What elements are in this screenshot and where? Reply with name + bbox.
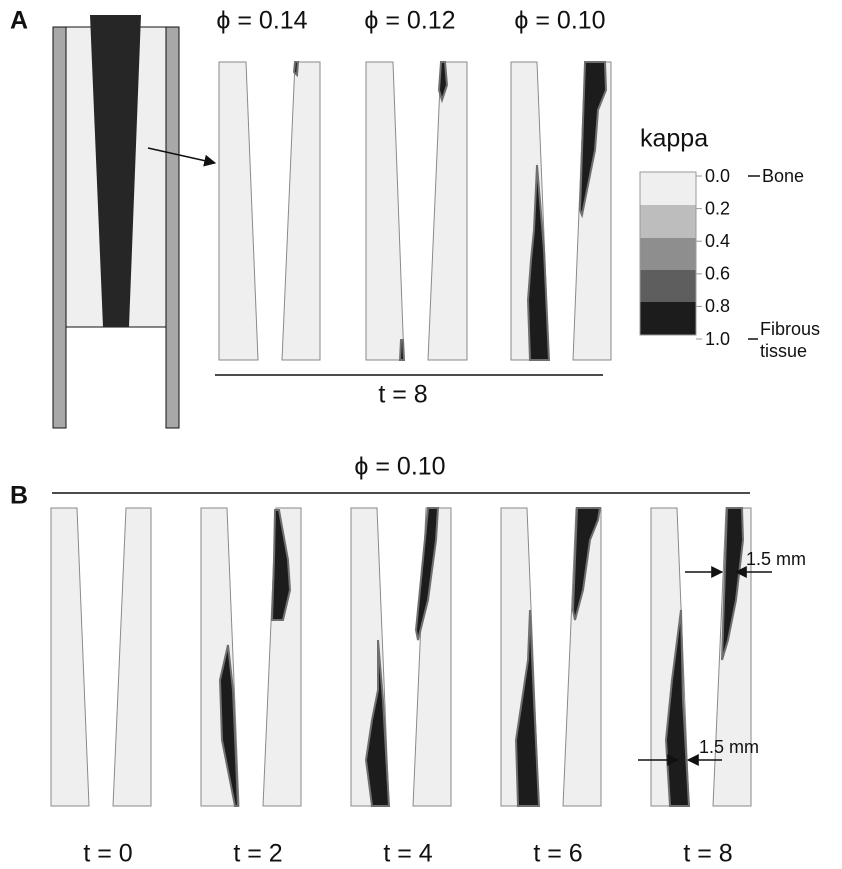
fibrous-region: [721, 507, 745, 661]
legend-ticks: 0.0 0.2 0.4 0.6 0.8 1.0: [696, 166, 730, 349]
wall: [165, 26, 180, 429]
width-label: 1.5 mm: [699, 737, 759, 757]
legend-tick-label: 0.8: [705, 296, 730, 316]
legend: kappa 0.0 0.2 0.4 0.6 0.8 1.0 Bone Fibrous ti…: [639, 125, 820, 361]
time-label: t = 4: [383, 840, 432, 868]
fibrous-region: [364, 639, 391, 807]
fibrous-region: [526, 164, 551, 361]
time-label: t = 2: [233, 840, 282, 868]
panel-label: B: [10, 482, 28, 510]
legend-bone: Bone: [762, 166, 804, 186]
strip: [218, 61, 259, 361]
fibrous-region: [414, 507, 440, 641]
fibrous-regions: [218, 507, 745, 807]
width-annotation: 1.5 mm 1.5 mm: [638, 549, 806, 766]
legend-fibrous: tissue: [760, 341, 807, 361]
legend-title: kappa: [640, 125, 708, 153]
legend-tick-label: 0.0: [705, 166, 730, 186]
strip-pair: [510, 61, 612, 361]
strip-pairs: [50, 507, 752, 807]
time-label: t = 6: [533, 840, 582, 868]
legend-tick-label: 1.0: [705, 329, 730, 349]
legend-swatch: [640, 270, 696, 302]
strip-pair: [218, 61, 321, 361]
strip: [412, 507, 452, 807]
legend-swatch: [640, 205, 696, 238]
fibrous-region: [437, 61, 449, 104]
phi-label: ϕ = 0.10: [514, 7, 605, 35]
fibrous-region: [292, 61, 300, 78]
phi-label: ϕ = 0.10: [354, 453, 445, 481]
legend-frame: [639, 171, 697, 336]
phi-label: ϕ = 0.12: [364, 7, 455, 35]
strip: [427, 61, 468, 361]
legend-tick-label: 0.6: [705, 264, 730, 284]
strip: [50, 507, 90, 807]
time-label: t = 8: [378, 381, 427, 409]
legend-tick-label: 0.2: [705, 198, 730, 218]
phi-label: ϕ = 0.14: [216, 7, 307, 35]
strip: [281, 61, 321, 361]
wall: [52, 26, 67, 429]
fibrous-region: [514, 609, 541, 807]
fibrous-region: [270, 509, 292, 621]
legend-tick-label: 0.4: [705, 231, 730, 251]
time-labels: t = 0 t = 2 t = 4 t = 6 t = 8: [83, 840, 732, 868]
panel-label: A: [10, 7, 28, 35]
strip: [365, 61, 405, 361]
fibrous-region: [218, 644, 240, 807]
arrow: [147, 147, 217, 167]
strip-pair: [365, 61, 468, 361]
legend-swatch: [640, 238, 696, 270]
legend-fibrous: Fibrous: [760, 319, 820, 339]
legend-swatch: [640, 302, 696, 335]
time-label: t = 8: [683, 840, 732, 868]
schematic: [52, 15, 217, 429]
legend-swatch: [640, 172, 696, 205]
fibrous-region: [571, 507, 602, 621]
time-label: t = 0: [83, 840, 132, 868]
strip: [112, 507, 152, 807]
fibrous-region: [398, 339, 406, 361]
implant: [90, 15, 141, 327]
fibrous-region: [578, 61, 608, 219]
strip: [262, 507, 302, 807]
width-label: 1.5 mm: [746, 549, 806, 569]
